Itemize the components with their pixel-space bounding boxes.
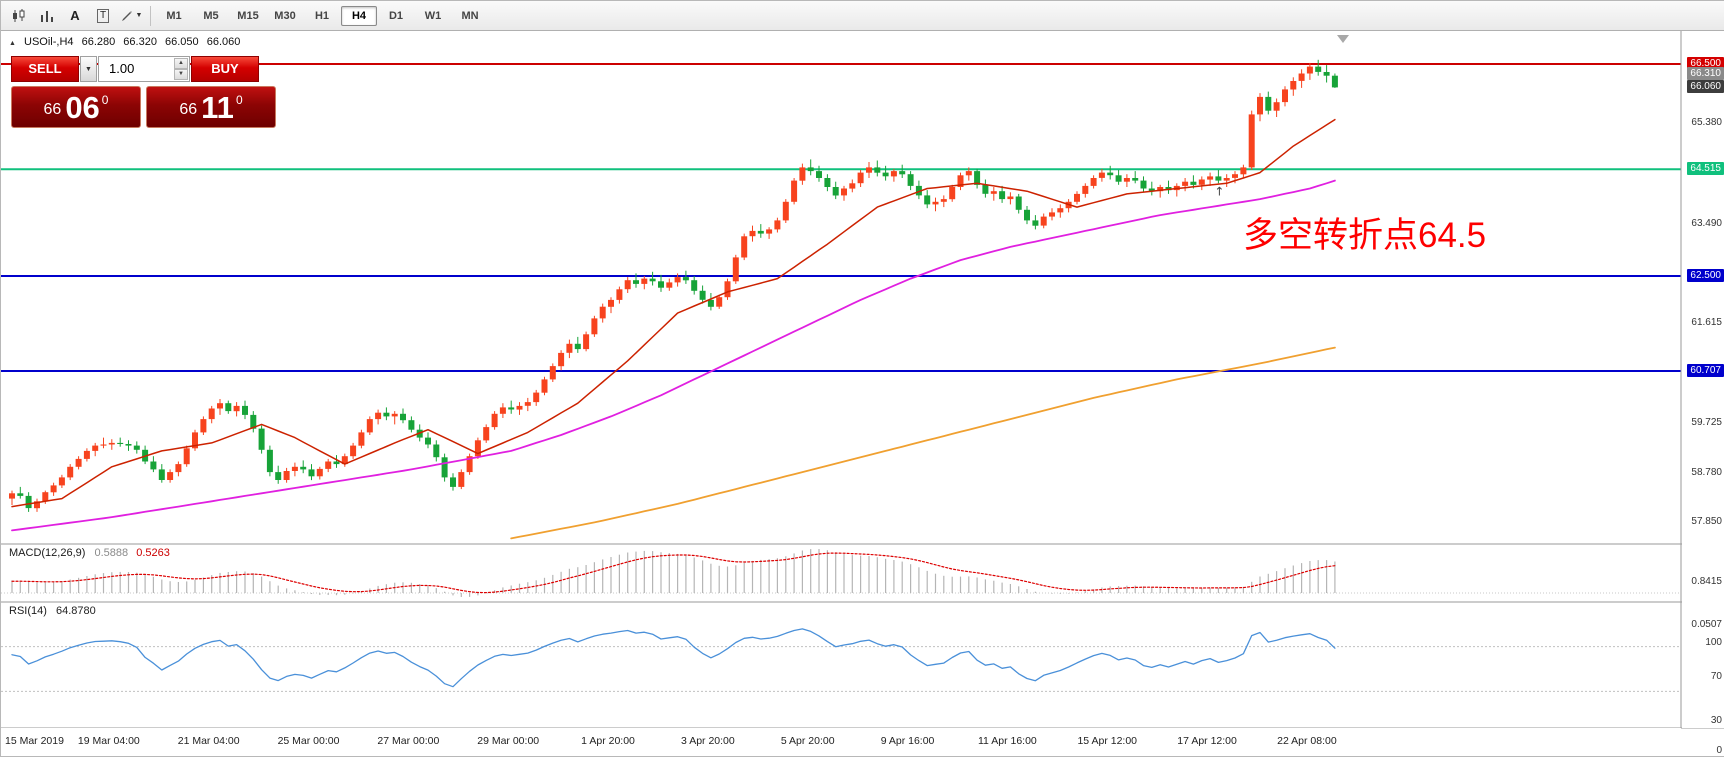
time-axis-label: 25 Mar 00:00 [277, 735, 340, 747]
macd-main-value: 0.5888 [94, 547, 129, 559]
ask-big-figure: 66 [179, 101, 198, 118]
symbol-marker-icon: ▲ [9, 40, 16, 47]
macd-scale-top: 0.8415 [1691, 576, 1722, 587]
ohlc-close: 66.060 [206, 36, 241, 48]
pencil-icon [121, 10, 132, 21]
time-axis-label: 22 Apr 08:00 [1277, 735, 1337, 747]
price-scale[interactable]: 0.8415 0.0507 100 70 30 0 65.380 63.490 61… [1682, 31, 1724, 756]
time-axis-label: 9 Apr 16:00 [880, 735, 935, 747]
time-axis-label: 19 Mar 04:00 [77, 735, 140, 747]
chart-annotation-text: 多空转折点64.5 [1243, 216, 1487, 255]
bid-pips: 06 [65, 90, 100, 125]
timeframe-button-W1[interactable]: W1 [424, 9, 442, 22]
price-scale-label: 63.490 [1691, 217, 1722, 229]
bar-chart-icon[interactable] [33, 3, 61, 29]
spinner-down-icon[interactable]: ▼ [174, 69, 188, 80]
timeframe-button-M5[interactable]: M5 [203, 9, 219, 22]
volume-spinner: ▲ ▼ [174, 58, 188, 80]
time-axis-label: 5 Apr 20:00 [780, 735, 835, 747]
candlestick-chart-icon[interactable] [5, 3, 33, 29]
chart-header: ▲ USOil-,H4 66.280 66.320 66.050 66.060 [9, 36, 245, 48]
time-axis-label: 3 Apr 20:00 [681, 735, 735, 747]
ohlc-low: 66.050 [165, 36, 199, 48]
price-badge: 60.707 [1687, 364, 1724, 378]
price-badge: 64.515 [1687, 162, 1724, 176]
timeframe-button-MN[interactable]: MN [461, 9, 479, 22]
bid-price-box[interactable]: 66 06 0 [11, 86, 141, 128]
price-badge: 66.310 [1687, 67, 1724, 81]
text-tool-button[interactable]: A [61, 3, 89, 29]
timeframe-button-M1[interactable]: M1 [166, 9, 182, 22]
time-axis-label: 15 Apr 12:00 [1077, 735, 1138, 747]
macd-signal-value: 0.5263 [136, 547, 170, 559]
price-scale-label: 57.850 [1691, 516, 1722, 528]
time-axis[interactable]: 15 Mar 2019 19 Mar 04:00 21 Mar 04:00 25 Ma… [1, 728, 1681, 756]
label-tool-button[interactable]: T [89, 3, 117, 29]
timeframe-button-H4[interactable]: H4 [341, 5, 377, 26]
ohlc-high: 66.320 [123, 36, 157, 48]
timeframe-button-M30[interactable]: M30 [274, 9, 296, 22]
timeframe-button-M15[interactable]: M15 [237, 9, 259, 22]
ask-pipette: 0 [235, 93, 243, 107]
ask-price-box[interactable]: 66 11 0 [146, 86, 276, 128]
bid-pipette: 0 [101, 93, 109, 107]
toolbar: A T ▼ M1 M5 M15 M30 H1 H4 D1 W1 MN [1, 1, 1724, 31]
rsi-scale-30: 30 [1710, 715, 1722, 726]
price-scale-label: 65.380 [1691, 117, 1722, 129]
price-badge: 66.500 [1687, 57, 1724, 70]
chevron-down-icon: ▼ [135, 12, 143, 19]
volume-dropdown-button[interactable]: ▼ [80, 56, 97, 82]
text-tool-label: A [70, 8, 80, 23]
time-axis-label: 11 Apr 16:00 [978, 735, 1037, 747]
macd-scale-bottom: 0.0507 [1691, 619, 1722, 630]
buy-button[interactable]: BUY [191, 56, 259, 82]
price-scale-label: 59.725 [1691, 417, 1722, 429]
time-axis-label: 21 Mar 04:00 [177, 735, 240, 747]
label-tool-label: T [96, 8, 110, 23]
chart-shift-marker-icon[interactable] [1337, 35, 1349, 43]
symbol-timeframe: USOil-,H4 [24, 36, 74, 48]
svg-text:↑: ↑ [1214, 184, 1224, 198]
toolbar-separator [150, 5, 151, 26]
ask-pips: 11 [201, 90, 234, 125]
rsi-scale-70: 70 [1710, 671, 1722, 682]
chevron-down-icon: ▼ [85, 65, 92, 73]
volume-input[interactable]: 1.00 ▲ ▼ [98, 56, 190, 82]
timeframe-group: M1 M5 M15 M30 H1 H4 D1 W1 MN [156, 5, 488, 26]
macd-name: MACD(12,26,9) [9, 547, 86, 559]
price-badge: 66.060 [1687, 80, 1724, 94]
price-scale-label: 58.780 [1691, 467, 1722, 479]
trade-controls-row: SELL ▼ 1.00 ▲ ▼ BUY [11, 56, 276, 82]
candlestick-glyph [13, 8, 25, 22]
rsi-scale-100: 100 [1705, 637, 1722, 648]
time-axis-label: 1 Apr 20:00 [581, 735, 635, 747]
sell-button[interactable]: SELL [11, 56, 79, 82]
time-axis-label: 15 Mar 2019 [5, 735, 64, 747]
volume-value: 1.00 [109, 61, 135, 76]
rsi-value: 64.8780 [55, 605, 96, 617]
bar-chart-glyph [41, 10, 53, 22]
macd-label-row: MACD(12,26,9) 0.5888 0.5263 [9, 547, 170, 559]
bid-big-figure: 66 [43, 101, 62, 118]
time-axis-label: 29 Mar 00:00 [477, 735, 540, 747]
rsi-scale-0: 0 [1716, 745, 1722, 756]
time-axis-label: 17 Apr 12:00 [1177, 735, 1237, 747]
price-scale-label: 61.615 [1691, 316, 1722, 328]
rsi-label-row: RSI(14) 64.8780 [9, 605, 96, 617]
rsi-name: RSI(14) [9, 605, 47, 617]
timeframe-button-H1[interactable]: H1 [314, 9, 330, 22]
timeframe-button-D1[interactable]: D1 [388, 9, 404, 22]
one-click-trading-panel: SELL ▼ 1.00 ▲ ▼ BUY 66 06 0 66 11 [11, 56, 276, 128]
quote-row: 66 06 0 66 11 0 [11, 86, 276, 128]
draw-tool-button[interactable]: ▼ [117, 3, 145, 29]
ohlc-open: 66.280 [81, 36, 116, 48]
time-axis-label: 27 Mar 00:00 [377, 735, 440, 747]
spinner-up-icon[interactable]: ▲ [174, 58, 188, 69]
price-badge: 62.500 [1687, 269, 1724, 282]
